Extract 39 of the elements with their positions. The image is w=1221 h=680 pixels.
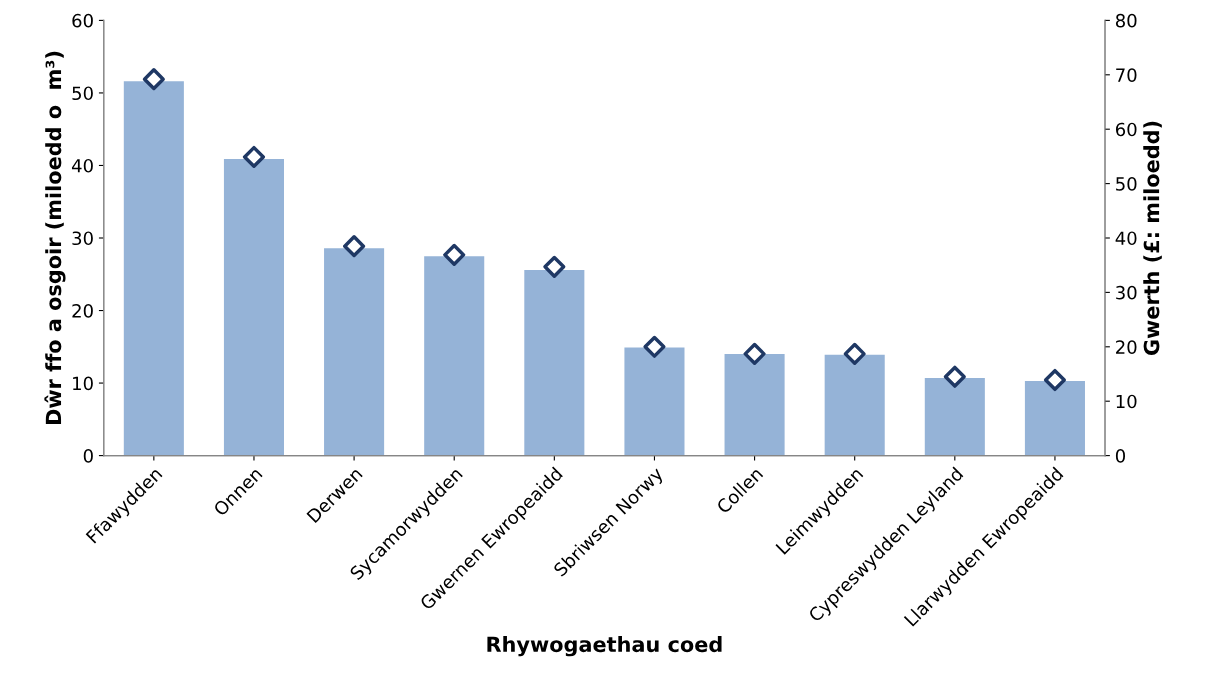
point (743, 342, 766, 365)
y2-tick-label: 80 (1115, 13, 1137, 28)
bar (1024, 380, 1085, 456)
point (643, 335, 666, 358)
bar (424, 256, 485, 456)
bar (123, 81, 184, 456)
y-tick-label: 0 (83, 449, 93, 463)
x-axis-title: Rhywogaethau coed (487, 636, 722, 657)
bar (524, 269, 585, 456)
y2-tick-label: 70 (1116, 68, 1137, 82)
bar (223, 158, 284, 456)
point (943, 365, 966, 388)
point (242, 145, 266, 168)
y2-tick-label: 60 (1115, 122, 1137, 137)
bar (324, 248, 385, 456)
y-tick-label: 20 (72, 303, 93, 318)
y2-tick-label: 20 (1116, 340, 1137, 354)
point (142, 68, 165, 91)
point (1043, 368, 1066, 392)
bar (824, 354, 885, 456)
point (843, 342, 866, 365)
point (343, 235, 366, 258)
y2-axis-title: Gwerth (£: miloedd) (1143, 121, 1162, 356)
bar (624, 347, 685, 456)
y2-tick-label: 50 (1116, 177, 1137, 191)
y-tick-label: 50 (72, 86, 93, 101)
y-tick-label: 60 (72, 13, 93, 28)
bar (724, 354, 785, 456)
y-tick-label: 40 (71, 158, 93, 173)
bar (924, 377, 985, 456)
point (443, 243, 466, 266)
point (543, 255, 566, 278)
y2-tick-label: 40 (1115, 231, 1137, 246)
y2-tick-label: 10 (1116, 394, 1137, 409)
y-tick-label: 10 (73, 376, 93, 391)
y-axis-title: Dŵr ffo a osgoir (miloedd o m³) (44, 51, 66, 425)
y2-tick-label: 0 (1115, 449, 1126, 463)
y-tick-label: 30 (72, 231, 93, 246)
y2-tick-label: 30 (1116, 285, 1137, 300)
